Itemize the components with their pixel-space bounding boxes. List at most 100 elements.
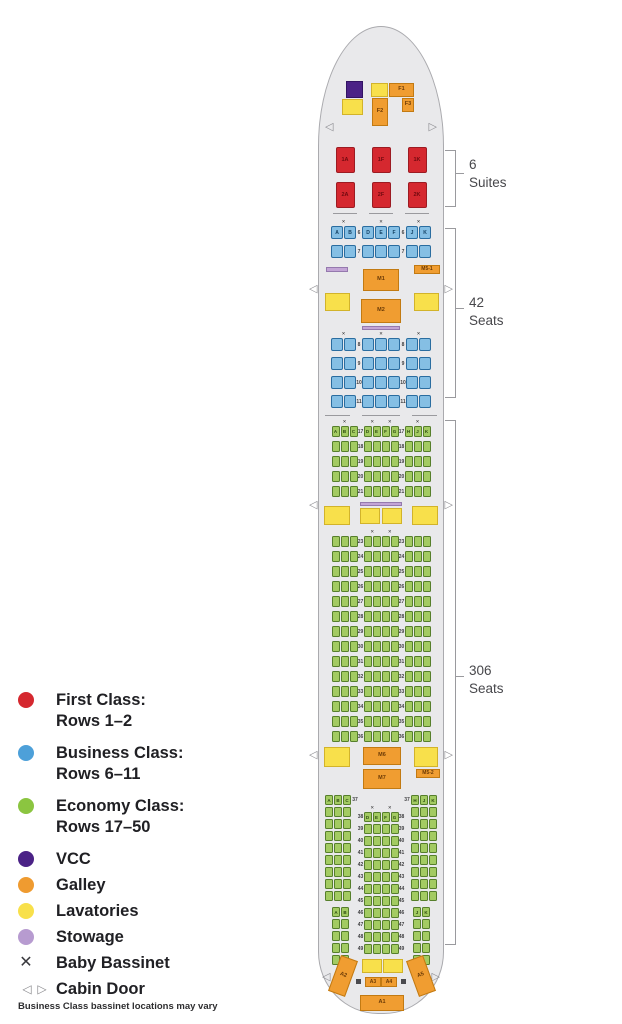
seat[interactable] [388,245,400,258]
seat[interactable] [372,581,381,592]
seat[interactable] [363,860,372,870]
seat[interactable] [343,867,351,877]
seat[interactable]: A [331,426,340,437]
seat[interactable] [363,536,372,547]
seat[interactable] [420,831,428,841]
seat[interactable] [363,671,372,682]
seat[interactable] [372,944,381,954]
seat[interactable] [340,551,349,562]
seat[interactable] [429,879,437,889]
seat[interactable] [340,671,349,682]
seat[interactable] [381,860,390,870]
seat[interactable] [422,581,431,592]
seat[interactable] [325,843,333,853]
seat[interactable] [340,566,349,577]
seat[interactable] [362,338,374,351]
seat[interactable]: C [349,426,358,437]
seat[interactable] [390,686,399,697]
seat[interactable] [381,932,390,942]
seat[interactable] [349,671,358,682]
seat[interactable] [349,471,358,482]
seat[interactable] [381,456,390,467]
seat[interactable] [390,824,399,834]
seat[interactable]: K [419,226,431,239]
seat[interactable] [331,671,340,682]
seat[interactable] [363,641,372,652]
seat[interactable] [349,611,358,622]
seat[interactable] [422,641,431,652]
seat[interactable] [325,879,333,889]
seat[interactable] [390,731,399,742]
seat[interactable] [340,536,349,547]
seat[interactable] [381,686,390,697]
seat[interactable] [331,536,340,547]
seat[interactable] [390,860,399,870]
seat[interactable] [381,836,390,846]
seat[interactable] [343,855,351,865]
seat[interactable] [341,943,349,953]
seat[interactable] [334,843,342,853]
seat[interactable] [349,716,358,727]
seat[interactable] [334,819,342,829]
seat[interactable] [340,486,349,497]
seat[interactable]: J [413,426,422,437]
seat[interactable] [413,551,422,562]
seat[interactable] [331,626,340,637]
seat[interactable] [411,831,419,841]
seat[interactable] [406,357,418,370]
seat[interactable] [334,831,342,841]
seat[interactable] [331,716,340,727]
seat[interactable] [372,872,381,882]
seat[interactable]: B [340,426,349,437]
seat[interactable] [404,671,413,682]
seat[interactable] [419,395,431,408]
seat[interactable]: 2K [407,182,427,208]
seat[interactable] [406,376,418,389]
seat[interactable]: K [429,795,437,805]
seat[interactable] [406,395,418,408]
seat[interactable] [343,819,351,829]
seat[interactable] [372,701,381,712]
seat[interactable] [381,716,390,727]
seat[interactable] [372,456,381,467]
seat[interactable] [375,338,387,351]
seat[interactable] [363,626,372,637]
seat[interactable] [372,932,381,942]
seat[interactable] [381,596,390,607]
seat[interactable] [422,943,430,953]
seat[interactable] [422,701,431,712]
seat[interactable] [340,471,349,482]
seat[interactable] [381,701,390,712]
seat[interactable] [363,581,372,592]
seat[interactable] [349,701,358,712]
seat[interactable] [349,596,358,607]
seat[interactable] [363,486,372,497]
seat[interactable] [331,456,340,467]
seat[interactable] [422,536,431,547]
seat[interactable] [420,855,428,865]
seat[interactable] [372,848,381,858]
seat[interactable] [340,456,349,467]
seat[interactable] [331,596,340,607]
seat[interactable] [363,824,372,834]
seat[interactable] [325,807,333,817]
seat[interactable] [390,596,399,607]
seat[interactable] [340,716,349,727]
seat[interactable] [372,611,381,622]
seat[interactable] [363,731,372,742]
seat[interactable] [422,456,431,467]
seat[interactable]: 1A [335,147,355,173]
seat[interactable] [390,872,399,882]
seat[interactable] [429,831,437,841]
seat[interactable] [413,471,422,482]
seat[interactable] [429,867,437,877]
seat[interactable] [332,931,340,941]
seat[interactable] [413,581,422,592]
seat[interactable] [349,641,358,652]
seat[interactable] [388,376,400,389]
seat[interactable] [349,551,358,562]
seat[interactable] [404,581,413,592]
seat[interactable] [422,919,430,929]
seat[interactable] [372,896,381,906]
seat[interactable] [331,395,343,408]
